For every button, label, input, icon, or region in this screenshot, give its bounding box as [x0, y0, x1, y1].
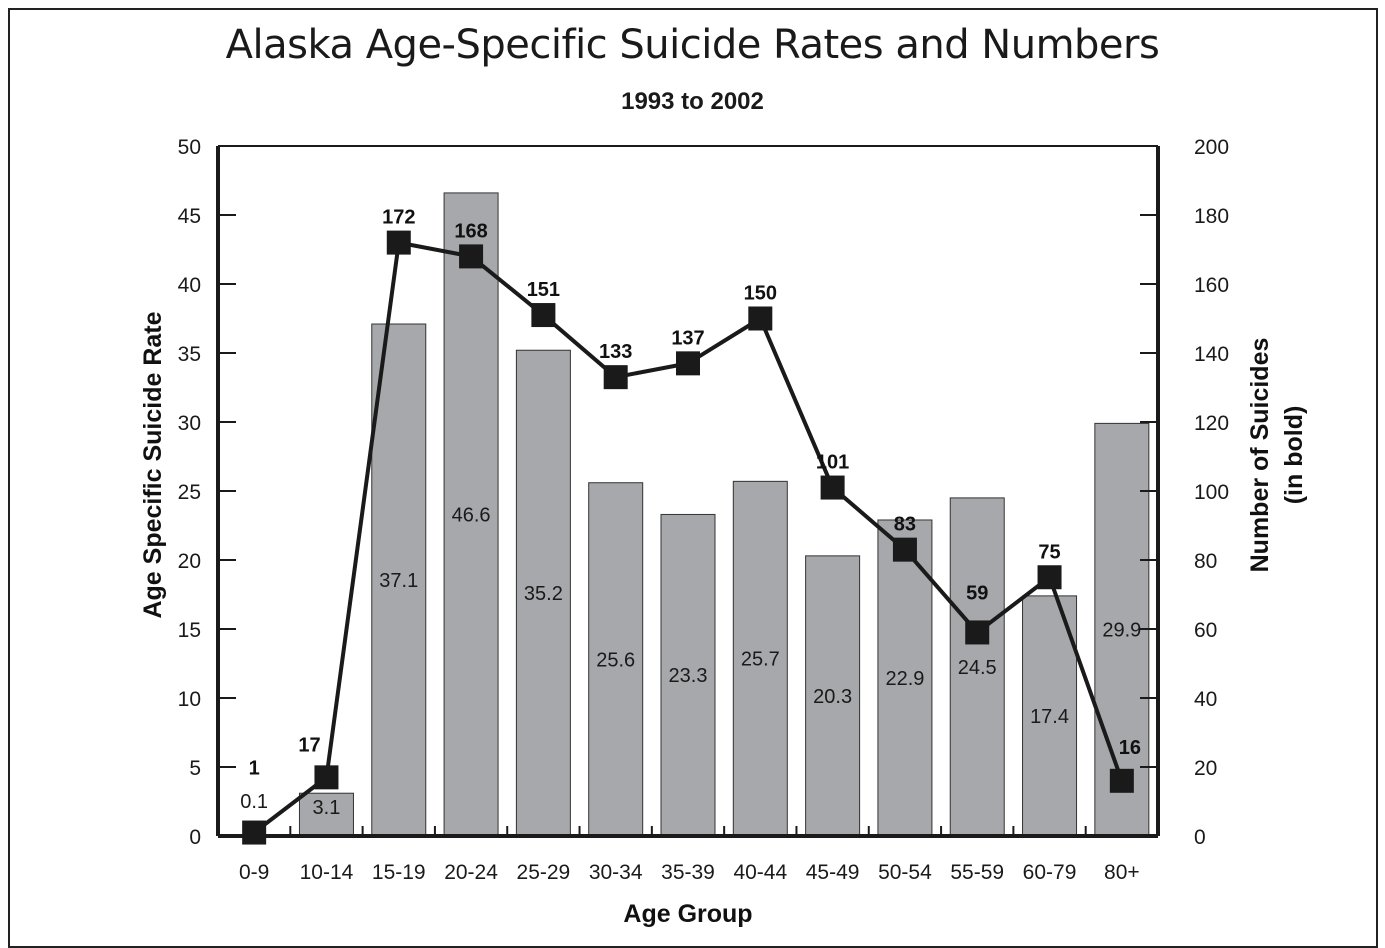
- y2-tick-label: 200: [1194, 136, 1229, 159]
- x-tick-label: 80+: [1104, 861, 1140, 884]
- count-marker: [459, 244, 484, 269]
- bar: [732, 480, 788, 837]
- x-tick-label: 50-54: [878, 861, 932, 884]
- x-tick-label: 15-19: [372, 861, 426, 884]
- count-marker: [820, 475, 845, 500]
- bar-value-label: 25.6: [596, 649, 635, 671]
- chart-subtitle: 1993 to 2002: [621, 88, 764, 115]
- count-marker: [386, 230, 411, 255]
- y-tick-label: 50: [178, 136, 201, 159]
- count-marker: [603, 365, 628, 390]
- y-tick-label: 15: [178, 619, 201, 642]
- y2-axis-title: Number of Suicides: [1246, 338, 1274, 573]
- chart-title: Alaska Age-Specific Suicide Rates and Nu…: [225, 22, 1160, 68]
- count-marker: [1109, 768, 1134, 793]
- bar: [949, 497, 1005, 837]
- y2-tick-label: 160: [1194, 274, 1229, 297]
- labels-layer: 0.1 3.1 37.1 46.6 35.2 25.6 23.3 25.7 20.3 22.9 24…: [240, 207, 1141, 819]
- bar-value-label: 20.3: [813, 686, 852, 708]
- count-value-label: 1: [249, 758, 260, 780]
- x-tick-label: 40-44: [733, 861, 787, 884]
- line-layer: [242, 230, 1134, 845]
- x-tick-label: 20-24: [444, 861, 498, 884]
- x-tick-label: 55-59: [950, 861, 1004, 884]
- y2-axis-subtitle: (in bold): [1280, 406, 1308, 505]
- count-value-label: 133: [599, 341, 632, 363]
- bar-value-label: 25.7: [741, 649, 780, 671]
- bar-value-label: 17.4: [1030, 706, 1069, 728]
- count-value-label: 75: [1038, 541, 1060, 563]
- bar: [298, 792, 354, 837]
- count-value-label: 168: [454, 220, 487, 242]
- bar: [660, 513, 716, 837]
- count-value-label: 137: [671, 327, 704, 349]
- bar-value-label: 29.9: [1102, 620, 1141, 642]
- count-value-label: 150: [744, 283, 777, 305]
- y2-tick-label: 80: [1194, 550, 1217, 573]
- x-tick-label: 60-79: [1023, 861, 1077, 884]
- bar: [1022, 595, 1078, 837]
- y-tick-label: 40: [178, 274, 201, 297]
- count-marker: [965, 620, 990, 645]
- y2-tick-label: 180: [1194, 205, 1229, 228]
- x-tick-label: 0-9: [239, 861, 269, 884]
- count-marker: [676, 351, 700, 376]
- axes-layer: 0510152025303540455002040608010012014016…: [178, 136, 1229, 884]
- x-axis-title: Age Group: [623, 900, 752, 928]
- y-tick-label: 35: [178, 343, 201, 366]
- count-value-label: 101: [816, 452, 849, 474]
- y2-tick-label: 120: [1194, 412, 1229, 435]
- count-marker: [314, 765, 339, 790]
- count-value-label: 172: [382, 207, 415, 229]
- x-tick-label: 25-29: [517, 861, 571, 884]
- bar-value-label: 35.2: [524, 583, 563, 605]
- bar-value-label: 22.9: [885, 668, 924, 690]
- y-tick-label: 45: [178, 205, 201, 228]
- count-marker: [1037, 565, 1062, 590]
- count-marker: [531, 303, 556, 328]
- bar-value-label: 3.1: [313, 797, 341, 819]
- count-value-label: 16: [1119, 737, 1141, 759]
- y-tick-label: 0: [189, 826, 201, 849]
- count-value-label: 59: [966, 582, 988, 604]
- bars-layer: [226, 192, 1150, 837]
- count-value-label: 17: [298, 734, 320, 756]
- count-marker: [748, 306, 773, 331]
- x-tick-label: 10-14: [300, 861, 354, 884]
- x-tick-label: 35-39: [661, 861, 715, 884]
- y-tick-label: 20: [178, 550, 201, 573]
- y2-tick-label: 40: [1194, 688, 1217, 711]
- y-tick-label: 5: [189, 757, 201, 780]
- y2-tick-label: 0: [1194, 826, 1206, 849]
- bar-value-label: 37.1: [379, 570, 418, 592]
- bar-value-label: 23.3: [669, 665, 708, 687]
- bar: [805, 555, 861, 837]
- count-value-label: 83: [894, 514, 916, 536]
- y-tick-label: 10: [178, 688, 201, 711]
- count-marker: [892, 537, 917, 562]
- y2-tick-label: 60: [1194, 619, 1217, 642]
- bar-value-label: 0.1: [240, 791, 268, 813]
- y2-tick-label: 100: [1194, 481, 1229, 504]
- bar-value-label: 24.5: [958, 657, 997, 679]
- x-tick-label: 30-34: [589, 861, 643, 884]
- x-tick-label: 45-49: [806, 861, 860, 884]
- y-tick-label: 30: [178, 412, 201, 435]
- y-tick-label: 25: [178, 481, 201, 504]
- count-marker: [242, 820, 267, 845]
- y2-tick-label: 140: [1194, 343, 1229, 366]
- y2-tick-label: 20: [1194, 757, 1217, 780]
- bar-value-label: 46.6: [452, 504, 491, 526]
- y-axis-title: Age Specific Suicide Rate: [139, 311, 167, 618]
- count-value-label: 151: [527, 279, 560, 301]
